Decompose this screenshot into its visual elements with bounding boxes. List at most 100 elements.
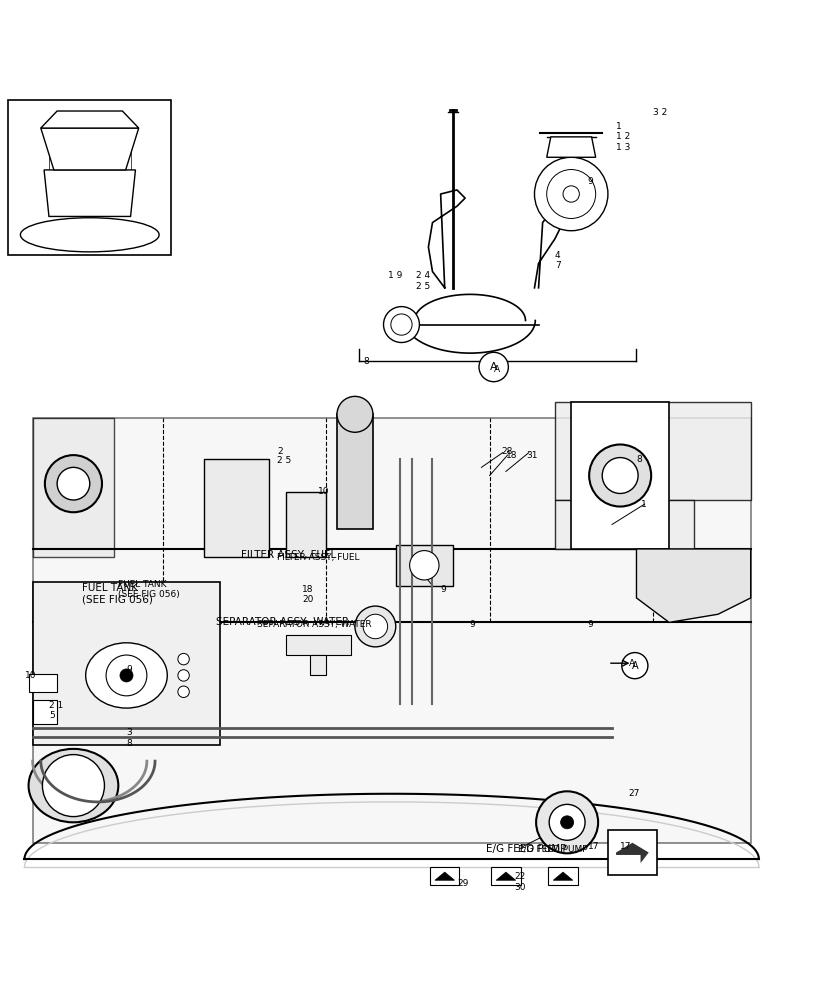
Text: 2: 2 — [277, 447, 283, 456]
Text: 8: 8 — [363, 357, 369, 366]
Text: A: A — [629, 659, 636, 668]
Text: 18: 18 — [302, 585, 313, 594]
Circle shape — [106, 655, 147, 696]
Circle shape — [42, 755, 104, 817]
Text: 10: 10 — [318, 487, 330, 496]
Polygon shape — [44, 170, 135, 216]
Text: 29: 29 — [457, 879, 468, 888]
Bar — [33, 582, 220, 745]
Polygon shape — [496, 872, 516, 880]
Text: 8: 8 — [126, 739, 132, 748]
Text: 8: 8 — [636, 455, 642, 464]
Text: 4: 4 — [555, 251, 561, 260]
Bar — [430, 867, 459, 885]
Text: 3: 3 — [126, 728, 132, 737]
Polygon shape — [435, 872, 455, 880]
Circle shape — [561, 816, 574, 829]
Circle shape — [337, 396, 373, 432]
Text: 20: 20 — [302, 595, 313, 604]
Bar — [286, 635, 351, 655]
Circle shape — [363, 614, 388, 639]
Bar — [29, 674, 57, 692]
Ellipse shape — [29, 749, 118, 822]
Text: 1 2: 1 2 — [616, 132, 630, 141]
Text: 2 5: 2 5 — [416, 282, 430, 291]
Text: 27: 27 — [628, 789, 640, 798]
Text: SEPARATOR ASSY, WATER: SEPARATOR ASSY, WATER — [257, 620, 371, 629]
Polygon shape — [33, 418, 114, 557]
Text: SEPARATOR ASSY, WATER: SEPARATOR ASSY, WATER — [216, 617, 349, 627]
Text: 9: 9 — [126, 665, 132, 674]
Bar — [310, 655, 326, 675]
Text: 1 3: 1 3 — [616, 143, 631, 152]
Circle shape — [384, 307, 419, 343]
Text: A: A — [494, 365, 500, 374]
Circle shape — [536, 791, 598, 853]
Polygon shape — [41, 111, 139, 128]
Text: FUEL TANK
(SEE FIG 056): FUEL TANK (SEE FIG 056) — [82, 583, 153, 605]
Circle shape — [534, 157, 608, 231]
Circle shape — [45, 455, 102, 512]
Bar — [491, 867, 521, 885]
Text: 2 5: 2 5 — [277, 456, 291, 465]
Text: 9: 9 — [588, 620, 593, 629]
Text: E/G FEED PUMP: E/G FEED PUMP — [486, 844, 565, 854]
Bar — [548, 867, 578, 885]
Text: 9: 9 — [469, 620, 475, 629]
Circle shape — [589, 445, 651, 507]
Text: FILTER ASSY, FUEL: FILTER ASSY, FUEL — [241, 550, 336, 560]
Text: 18: 18 — [506, 451, 517, 460]
Text: 2 4: 2 4 — [416, 271, 430, 280]
Text: FUEL TANK
(SEE FIG 056): FUEL TANK (SEE FIG 056) — [118, 580, 180, 599]
Ellipse shape — [86, 643, 167, 708]
Circle shape — [602, 458, 638, 493]
Text: 31: 31 — [526, 451, 538, 460]
Circle shape — [178, 653, 189, 665]
Circle shape — [563, 186, 579, 202]
Polygon shape — [33, 418, 751, 843]
Circle shape — [410, 551, 439, 580]
Bar — [33, 700, 57, 724]
Circle shape — [120, 669, 133, 682]
Text: 17: 17 — [588, 842, 599, 851]
Circle shape — [178, 686, 189, 697]
Text: 5: 5 — [49, 711, 55, 720]
Text: 9: 9 — [588, 177, 593, 186]
Bar — [204, 459, 269, 557]
Text: A: A — [632, 661, 638, 671]
Circle shape — [479, 352, 508, 382]
Text: 1 9: 1 9 — [388, 271, 402, 280]
Polygon shape — [616, 843, 649, 863]
Text: 28: 28 — [502, 447, 513, 456]
Bar — [396, 545, 453, 586]
Text: 30: 30 — [514, 883, 526, 892]
Text: 7: 7 — [555, 261, 561, 270]
Polygon shape — [555, 500, 694, 549]
Bar — [286, 492, 326, 557]
Bar — [608, 830, 657, 875]
Polygon shape — [553, 872, 573, 880]
Text: E/G FEED PUMP: E/G FEED PUMP — [518, 845, 588, 854]
Circle shape — [57, 467, 90, 500]
Text: FILTER ASSY, FUEL: FILTER ASSY, FUEL — [277, 553, 360, 562]
Bar — [8, 100, 171, 255]
Circle shape — [178, 670, 189, 681]
Text: 1: 1 — [641, 500, 646, 509]
Text: 2 1: 2 1 — [49, 701, 63, 710]
Text: 3 2: 3 2 — [653, 108, 667, 117]
Text: 17: 17 — [620, 842, 632, 851]
Polygon shape — [337, 414, 373, 529]
Circle shape — [622, 653, 648, 679]
Text: 1: 1 — [616, 122, 622, 131]
Polygon shape — [547, 137, 596, 157]
Polygon shape — [636, 549, 751, 622]
Text: A: A — [490, 362, 498, 372]
Bar — [571, 402, 669, 549]
Text: 22: 22 — [514, 872, 526, 881]
Circle shape — [549, 804, 585, 840]
Text: 10: 10 — [24, 671, 36, 680]
Text: 9: 9 — [441, 585, 446, 594]
Circle shape — [355, 606, 396, 647]
Polygon shape — [41, 128, 139, 170]
Polygon shape — [555, 402, 751, 500]
